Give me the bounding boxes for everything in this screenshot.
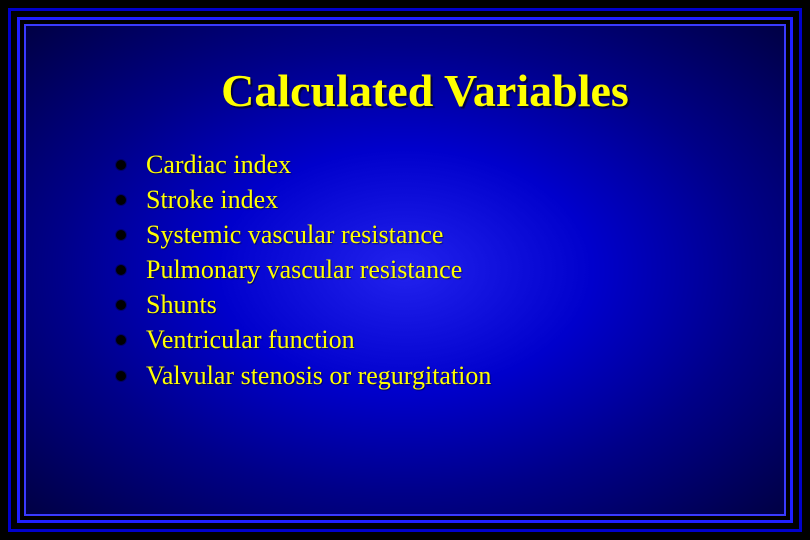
list-item: Cardiac index <box>116 147 744 182</box>
slide-outer: Calculated Variables Cardiac index Strok… <box>0 0 810 540</box>
list-item: Ventricular function <box>116 322 744 357</box>
list-item: Pulmonary vascular resistance <box>116 252 744 287</box>
list-item: Systemic vascular resistance <box>116 217 744 252</box>
list-item: Stroke index <box>116 182 744 217</box>
slide-frame-2: Calculated Variables Cardiac index Strok… <box>17 17 793 523</box>
list-item: Shunts <box>116 287 744 322</box>
bullet-list: Cardiac index Stroke index Systemic vasc… <box>116 147 744 393</box>
slide-frame-1: Calculated Variables Cardiac index Strok… <box>8 8 802 532</box>
slide-title: Calculated Variables <box>106 64 744 117</box>
list-item: Valvular stenosis or regurgitation <box>116 358 744 393</box>
slide-frame-3: Calculated Variables Cardiac index Strok… <box>24 24 786 516</box>
